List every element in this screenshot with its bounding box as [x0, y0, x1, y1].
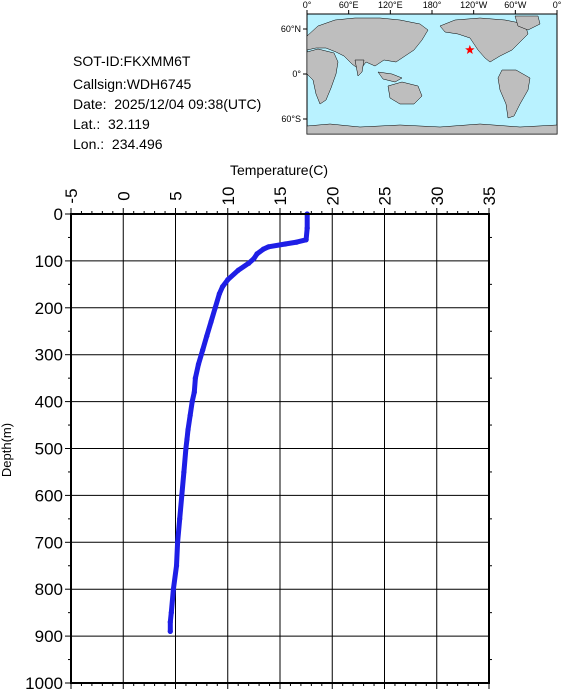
y-tick-label: 500 [35, 440, 63, 459]
land-south-america [497, 69, 531, 119]
x-tick-label: 25 [376, 187, 395, 206]
profile-data-point [254, 251, 260, 257]
profile-data-point [225, 277, 231, 283]
profile-data-point [173, 563, 180, 569]
lon-label: Lon.: 234.496 [73, 136, 163, 152]
profile-data-point [185, 427, 191, 433]
profile-data-point [212, 305, 218, 311]
y-tick-label: 900 [35, 627, 63, 646]
profile-data-point [304, 225, 310, 231]
x-tick-label: 15 [271, 187, 290, 206]
x-tick-label: 30 [428, 187, 447, 206]
profile-data-point [294, 239, 300, 245]
map-lat-label: 0° [292, 69, 301, 79]
profile-data-point [282, 241, 288, 247]
land-india [354, 59, 365, 77]
date-label: Date: 2025/12/04 09:38(UTC) [73, 96, 262, 112]
profile-data-point [191, 389, 197, 395]
map-lon-label: 60°W [504, 0, 527, 10]
y-tick-label: 0 [54, 205, 63, 224]
profile-data-point [246, 260, 252, 266]
land-australia [387, 81, 423, 105]
profile-data-point [168, 610, 174, 616]
y-tick-label: 1000 [25, 674, 63, 690]
land-north-america [439, 17, 529, 63]
profile-data-point [183, 445, 189, 452]
profile-data-point [184, 436, 190, 442]
lat-label: Lat.: 32.119 [73, 116, 150, 132]
land-eurasia [306, 17, 429, 71]
map-lon-label: 0° [303, 0, 312, 10]
profile-data-point [192, 375, 198, 381]
plot-frame [70, 213, 490, 684]
map-land [306, 15, 558, 135]
x-tick-label: 0 [114, 191, 133, 200]
profile-data-point [170, 586, 177, 592]
callsign-label: Callsign:WDH6745 [73, 76, 192, 92]
profile-data-point [235, 267, 241, 273]
y-tick-label: 300 [35, 346, 63, 365]
profile-data-point [195, 361, 202, 367]
profile-data-point [204, 333, 210, 339]
profile-data-point [174, 539, 181, 545]
y-tick-label: 200 [35, 299, 63, 318]
profile-data-point [251, 255, 257, 262]
temperature-profile-line [167, 211, 310, 634]
y-axis-title: Depth(m) [0, 423, 14, 477]
land-indonesia [377, 71, 403, 83]
profile-data-point [167, 628, 173, 635]
y-tick-label: 100 [35, 252, 63, 271]
map-lon-label: 120°E [378, 0, 403, 10]
y-tick-label: 400 [35, 393, 63, 412]
map-lat-label: 60°S [281, 114, 301, 124]
x-axis-title: Temperature(C) [230, 162, 328, 178]
profile-data-point [303, 237, 309, 243]
y-tick-label: 800 [35, 580, 63, 599]
land-antarctica [306, 123, 558, 135]
y-tick-label: 700 [35, 533, 63, 552]
map-lon-label: 0° [553, 0, 562, 10]
x-tick-label: 10 [219, 187, 238, 206]
profile-data-point [179, 492, 185, 498]
profile-data-point [181, 469, 187, 475]
profile-data-point [189, 399, 195, 405]
land-greenland [514, 15, 541, 31]
y-tick-label: 600 [35, 486, 63, 505]
profile-data-point [200, 347, 206, 353]
map-lat-label: 60°N [281, 24, 301, 34]
profile-data-point [187, 413, 193, 419]
land-africa [306, 48, 339, 105]
x-tick-label: 20 [323, 187, 342, 206]
map-lon-label: 60°E [339, 0, 359, 10]
map-lon-label: 120°W [460, 0, 488, 10]
profile-data-point [208, 319, 214, 325]
map-lon-label: 180° [423, 0, 442, 10]
ship-location-star-icon [465, 44, 475, 54]
profile-data-point [177, 516, 183, 522]
profile-data-point [265, 244, 272, 250]
profile-data-point [219, 284, 226, 290]
x-tick-label: -5 [62, 188, 81, 203]
sot-id-label: SOT-ID:FKXMM6T [73, 53, 191, 69]
x-tick-label: 5 [167, 191, 186, 200]
x-tick-label: 35 [480, 187, 499, 206]
profile-data-point [216, 291, 222, 297]
profile-data-point [167, 619, 173, 625]
profile-data-point [260, 246, 266, 252]
